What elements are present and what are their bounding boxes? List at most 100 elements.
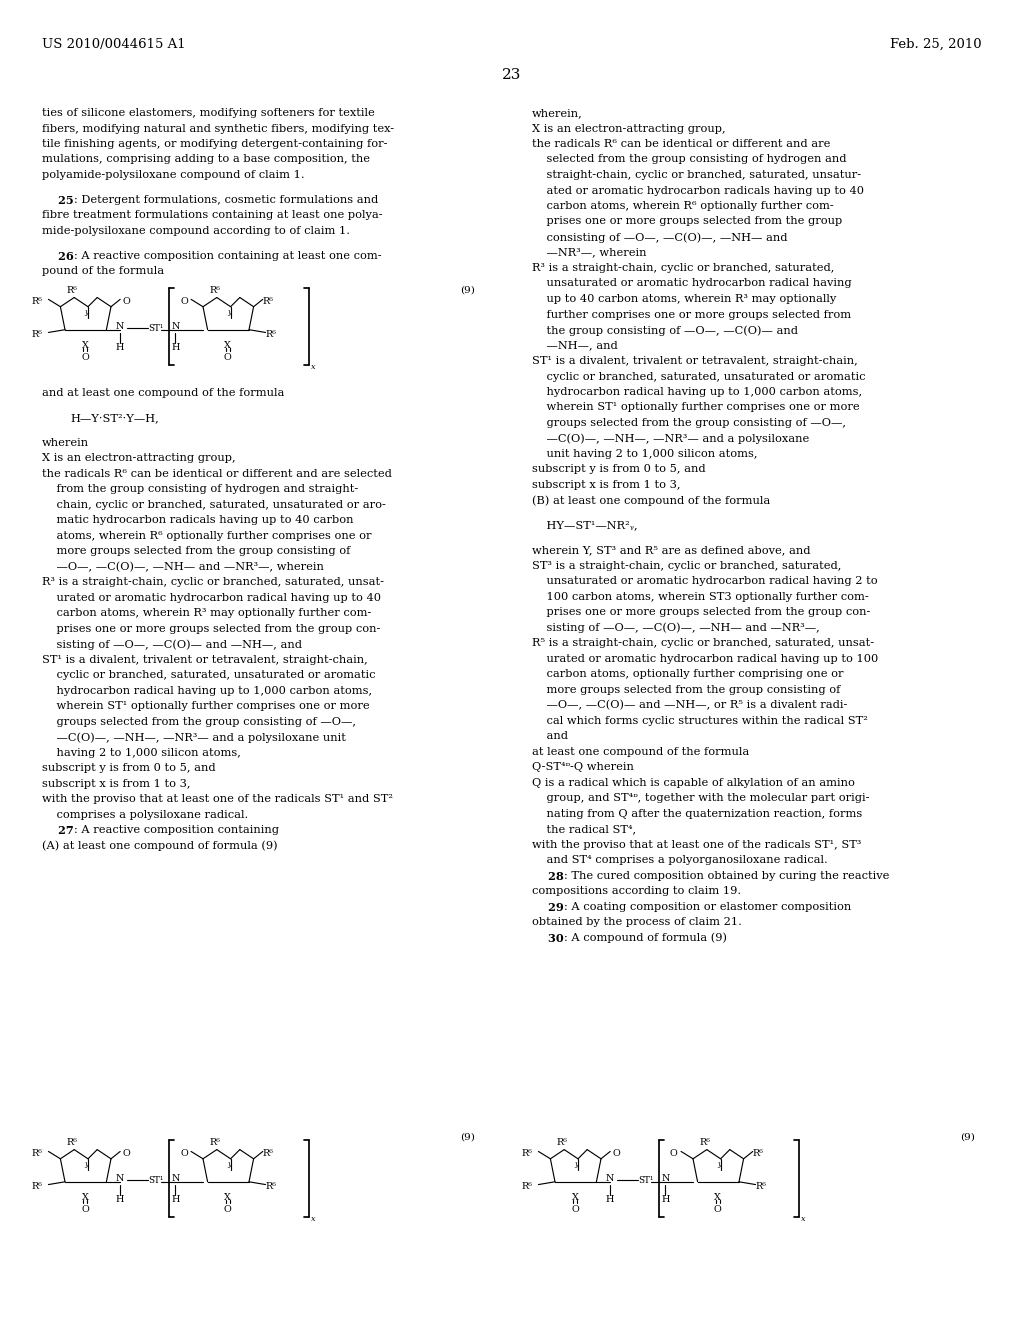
Text: wherein: wherein: [42, 438, 89, 447]
Text: sisting of —O—, —C(O)—, —NH— and —NR³—,: sisting of —O—, —C(O)—, —NH— and —NR³—,: [532, 623, 820, 634]
Text: y: y: [84, 308, 88, 315]
Text: R⁶: R⁶: [210, 1138, 220, 1147]
Text: N: N: [116, 1173, 124, 1183]
Text: y: y: [227, 1160, 231, 1168]
Text: 100 carbon atoms, wherein ST3 optionally further com-: 100 carbon atoms, wherein ST3 optionally…: [532, 591, 868, 602]
Text: straight-chain, cyclic or branched, saturated, unsatur-: straight-chain, cyclic or branched, satu…: [532, 170, 861, 180]
Text: unsaturated or aromatic hydrocarbon radical having 2 to: unsaturated or aromatic hydrocarbon radi…: [532, 576, 878, 586]
Text: y: y: [574, 1160, 579, 1168]
Text: R⁶: R⁶: [522, 1181, 532, 1191]
Text: Q is a radical which is capable of alkylation of an amino: Q is a radical which is capable of alkyl…: [532, 777, 855, 788]
Text: unsaturated or aromatic hydrocarbon radical having: unsaturated or aromatic hydrocarbon radi…: [532, 279, 852, 289]
Text: —O—, —C(O)—, —NH— and —NR³—, wherein: —O—, —C(O)—, —NH— and —NR³—, wherein: [42, 562, 324, 572]
Text: N: N: [171, 322, 179, 330]
Text: groups selected from the group consisting of —O—,: groups selected from the group consistin…: [532, 418, 846, 428]
Text: O: O: [122, 297, 130, 306]
Text: fibers, modifying natural and synthetic fibers, modifying tex-: fibers, modifying natural and synthetic …: [42, 124, 394, 133]
Text: X: X: [82, 1193, 89, 1201]
Text: unit having 2 to 1,000 silicon atoms,: unit having 2 to 1,000 silicon atoms,: [532, 449, 758, 459]
Text: at least one compound of the formula: at least one compound of the formula: [532, 747, 750, 756]
Text: with the proviso that at least one of the radicals ST¹ and ST²: with the proviso that at least one of th…: [42, 795, 393, 804]
Text: y: y: [84, 1160, 88, 1168]
Text: 29: 29: [532, 902, 564, 912]
Text: : A coating composition or elastomer composition: : A coating composition or elastomer com…: [564, 902, 851, 912]
Text: 30: 30: [532, 933, 564, 944]
Text: cal which forms cyclic structures within the radical ST²: cal which forms cyclic structures within…: [532, 715, 868, 726]
Text: : A reactive composition containing at least one com-: : A reactive composition containing at l…: [74, 251, 382, 260]
Text: : A reactive composition containing: : A reactive composition containing: [74, 825, 279, 836]
Text: ST¹ is a divalent, trivalent or tetravalent, straight-chain,: ST¹ is a divalent, trivalent or tetraval…: [532, 356, 858, 366]
Text: R⁶: R⁶: [67, 1138, 78, 1147]
Text: further comprises one or more groups selected from: further comprises one or more groups sel…: [532, 309, 851, 319]
Text: group, and ST⁴ᶛ, together with the molecular part origi-: group, and ST⁴ᶛ, together with the molec…: [532, 793, 869, 803]
Text: fibre treatment formulations containing at least one polya-: fibre treatment formulations containing …: [42, 210, 383, 220]
Text: more groups selected from the group consisting of: more groups selected from the group cons…: [532, 685, 841, 694]
Text: subscript x is from 1 to 3,: subscript x is from 1 to 3,: [532, 480, 681, 490]
Text: ST³ is a straight-chain, cyclic or branched, saturated,: ST³ is a straight-chain, cyclic or branc…: [532, 561, 842, 570]
Text: polyamide-polysiloxane compound of claim 1.: polyamide-polysiloxane compound of claim…: [42, 170, 304, 180]
Text: nating from Q after the quaternization reaction, forms: nating from Q after the quaternization r…: [532, 809, 862, 818]
Text: 27: 27: [42, 825, 74, 837]
Text: prises one or more groups selected from the group: prises one or more groups selected from …: [532, 216, 843, 227]
Text: HY—ST¹—NR²ᵧ,: HY—ST¹—NR²ᵧ,: [532, 520, 638, 531]
Text: US 2010/0044615 A1: US 2010/0044615 A1: [42, 38, 185, 51]
Text: R⁶: R⁶: [265, 330, 276, 339]
Text: more groups selected from the group consisting of: more groups selected from the group cons…: [42, 546, 350, 556]
Text: R⁶: R⁶: [753, 1148, 764, 1158]
Text: R⁶: R⁶: [522, 1148, 532, 1158]
Text: pound of the formula: pound of the formula: [42, 267, 164, 276]
Text: R⁶: R⁶: [32, 330, 43, 339]
Text: R⁶: R⁶: [32, 1181, 43, 1191]
Text: y: y: [717, 1160, 721, 1168]
Text: O: O: [714, 1205, 722, 1214]
Text: cyclic or branched, saturated, unsaturated or aromatic: cyclic or branched, saturated, unsaturat…: [532, 371, 865, 381]
Text: groups selected from the group consisting of —O—,: groups selected from the group consistin…: [42, 717, 356, 727]
Text: x: x: [801, 1214, 805, 1222]
Text: O: O: [81, 1205, 89, 1214]
Text: chain, cyclic or branched, saturated, unsaturated or aro-: chain, cyclic or branched, saturated, un…: [42, 500, 386, 510]
Text: ties of silicone elastomers, modifying softeners for textile: ties of silicone elastomers, modifying s…: [42, 108, 375, 117]
Text: and ST⁴ comprises a polyorganosiloxane radical.: and ST⁴ comprises a polyorganosiloxane r…: [532, 855, 827, 865]
Text: R⁶: R⁶: [263, 1148, 273, 1158]
Text: Q-ST⁴ᶛ-Q wherein: Q-ST⁴ᶛ-Q wherein: [532, 762, 634, 772]
Text: matic hydrocarbon radicals having up to 40 carbon: matic hydrocarbon radicals having up to …: [42, 515, 353, 525]
Text: R⁶: R⁶: [263, 297, 273, 306]
Text: y: y: [227, 308, 231, 315]
Text: O: O: [81, 352, 89, 362]
Text: H: H: [662, 1195, 670, 1204]
Text: urated or aromatic hydrocarbon radical having up to 100: urated or aromatic hydrocarbon radical h…: [532, 653, 879, 664]
Text: comprises a polysiloxane radical.: comprises a polysiloxane radical.: [42, 809, 248, 820]
Text: wherein,: wherein,: [532, 108, 583, 117]
Text: R⁶: R⁶: [32, 297, 43, 306]
Text: carbon atoms, wherein R⁶ optionally further com-: carbon atoms, wherein R⁶ optionally furt…: [532, 201, 834, 211]
Text: —NR³—, wherein: —NR³—, wherein: [532, 248, 646, 257]
Text: tile finishing agents, or modifying detergent-containing for-: tile finishing agents, or modifying dete…: [42, 139, 387, 149]
Text: X is an electron-attracting group,: X is an electron-attracting group,: [42, 453, 236, 463]
Text: O: O: [180, 297, 187, 306]
Text: O: O: [571, 1205, 580, 1214]
Text: x: x: [310, 363, 315, 371]
Text: 25: 25: [42, 195, 74, 206]
Text: the group consisting of —O—, —C(O)— and: the group consisting of —O—, —C(O)— and: [532, 325, 798, 335]
Text: R³ is a straight-chain, cyclic or branched, saturated, unsat-: R³ is a straight-chain, cyclic or branch…: [42, 577, 384, 587]
Text: N: N: [606, 1173, 614, 1183]
Text: (B) at least one compound of the formula: (B) at least one compound of the formula: [532, 495, 770, 506]
Text: urated or aromatic hydrocarbon radical having up to 40: urated or aromatic hydrocarbon radical h…: [42, 593, 381, 603]
Text: (9): (9): [460, 1133, 475, 1142]
Text: subscript y is from 0 to 5, and: subscript y is from 0 to 5, and: [532, 465, 706, 474]
Text: X: X: [224, 341, 231, 350]
Text: R³ is a straight-chain, cyclic or branched, saturated,: R³ is a straight-chain, cyclic or branch…: [532, 263, 835, 273]
Text: hydrocarbon radical having up to 1,000 carbon atoms,: hydrocarbon radical having up to 1,000 c…: [532, 387, 862, 397]
Text: H: H: [171, 343, 179, 351]
Text: O: O: [612, 1148, 620, 1158]
Text: carbon atoms, optionally further comprising one or: carbon atoms, optionally further compris…: [532, 669, 844, 678]
Text: O: O: [224, 352, 231, 362]
Text: : A compound of formula (9): : A compound of formula (9): [564, 933, 727, 944]
Text: ST¹ is a divalent, trivalent or tetravalent, straight-chain,: ST¹ is a divalent, trivalent or tetraval…: [42, 655, 368, 665]
Text: H: H: [606, 1195, 614, 1204]
Text: ST¹: ST¹: [148, 1176, 164, 1185]
Text: with the proviso that at least one of the radicals ST¹, ST³: with the proviso that at least one of th…: [532, 840, 861, 850]
Text: X: X: [224, 1193, 231, 1201]
Text: cyclic or branched, saturated, unsaturated or aromatic: cyclic or branched, saturated, unsaturat…: [42, 671, 376, 680]
Text: atoms, wherein R⁶ optionally further comprises one or: atoms, wherein R⁶ optionally further com…: [42, 531, 372, 541]
